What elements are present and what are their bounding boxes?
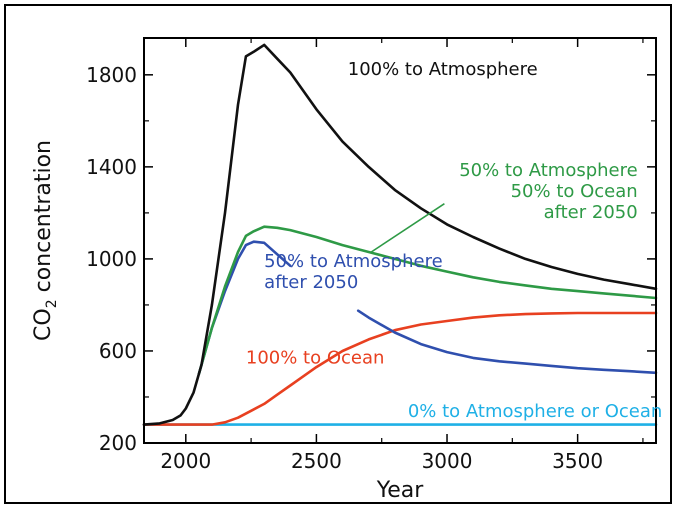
- pointer-layer: [370, 203, 445, 253]
- y-axis-label: CO2 concentration: [31, 140, 60, 341]
- annotation-line: 0% to Atmosphere or Ocean: [408, 401, 662, 422]
- annotation-line: 100% to Ocean: [246, 348, 385, 369]
- series-line-50pct-to-atmosphere-50pct-to-ocean-after-2050: [197, 225, 658, 376]
- plot-border: [143, 37, 657, 444]
- series-layer: [142, 43, 658, 426]
- annotation-50pct-to-atmosphere-after-2050: 50% to Atmosphere after 2050: [264, 251, 443, 293]
- x-tick-label-2500: 2500: [291, 449, 342, 473]
- y-tick-label-1800: 1800: [86, 63, 137, 87]
- series-line-100pct-to-ocean: [142, 311, 658, 426]
- x-tick-label-3500: 3500: [552, 449, 603, 473]
- plot-area: [144, 38, 656, 443]
- x-tick-label-3000: 3000: [422, 449, 473, 473]
- annotation-100pct-to-atmosphere: 100% to Atmosphere: [348, 59, 538, 80]
- annotation-line: 100% to Atmosphere: [348, 59, 538, 80]
- y-tick-label-200: 200: [99, 431, 137, 455]
- series-line-50pct-to-atmosphere-after-2050-part2: [356, 309, 658, 375]
- annotation-0pct-to-atmosphere-or-ocean: 0% to Atmosphere or Ocean: [408, 401, 662, 422]
- y-axis-label-rest: concentration: [31, 140, 56, 299]
- y-axis-label-main: CO: [31, 308, 56, 341]
- y-tick-label-600: 600: [99, 339, 137, 363]
- annotation-pointer-50pct-ocean: [370, 203, 445, 253]
- y-tick-label-1000: 1000: [86, 247, 137, 271]
- annotation-line: 50% to Atmosphere: [459, 160, 638, 181]
- x-axis-label: Year: [376, 478, 425, 503]
- annotation-line: after 2050: [264, 272, 358, 293]
- series-line-100pct-to-atmosphere: [142, 43, 658, 426]
- annotation-line: 50% to Ocean: [511, 181, 638, 202]
- y-tick-label-1400: 1400: [86, 155, 137, 179]
- annotation-100pct-to-ocean: 100% to Ocean: [246, 348, 385, 369]
- y-axis-label-subscript: 2: [44, 299, 60, 308]
- annotation-line: 50% to Atmosphere: [264, 251, 443, 272]
- ticks-layer: 2000 2500 3000 3500 200 600 1000 1400 1800: [86, 38, 656, 473]
- x-tick-label-2000: 2000: [160, 449, 211, 473]
- annotation-50pct-to-atmosphere-50pct-to-ocean-after-2050: 50% to Atmosphere 50% to Ocean after 2050: [459, 160, 638, 223]
- annotation-line: after 2050: [544, 202, 638, 223]
